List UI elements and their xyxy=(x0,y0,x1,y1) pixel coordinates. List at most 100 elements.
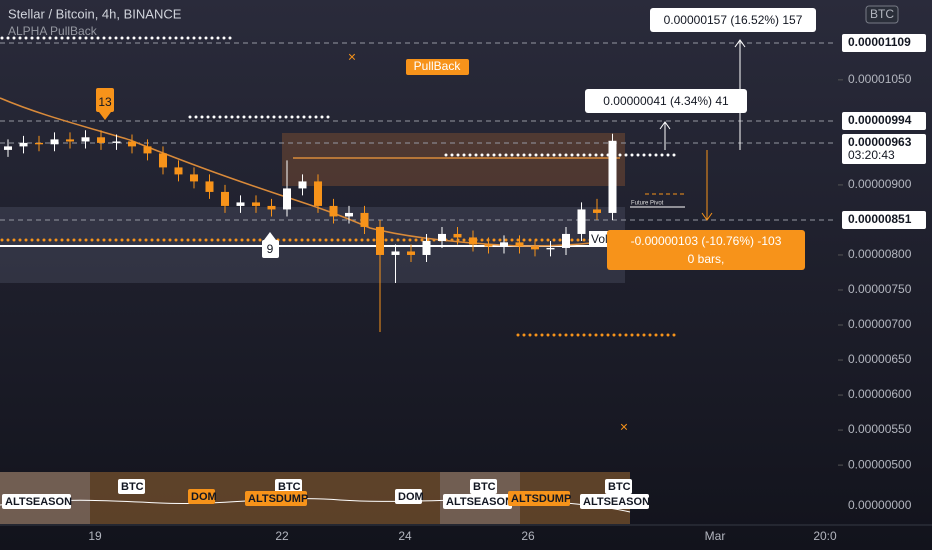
candle-body xyxy=(438,233,446,241)
candle-body xyxy=(143,146,152,154)
time-axis: 19 22 24 26 Mar 20:0 xyxy=(88,529,837,543)
price-marker-box xyxy=(842,211,926,229)
indicator-label: ALTSEASON xyxy=(5,496,72,508)
indicator-label: BTC xyxy=(121,481,144,493)
pullback-badge xyxy=(406,59,469,75)
indicator-label: ALTSEASON xyxy=(583,496,650,508)
indicator-label: ALTSEASON xyxy=(446,496,513,508)
candle-body xyxy=(515,242,524,247)
candle-body xyxy=(112,141,121,143)
candle-body xyxy=(593,209,601,213)
pullback-text: PullBack xyxy=(414,59,462,73)
candle-body xyxy=(283,188,291,210)
candle-body xyxy=(469,237,477,245)
indicator-label: BTC xyxy=(278,481,301,493)
dotted-levels xyxy=(0,36,682,337)
candle-body xyxy=(376,226,384,255)
measure-text: 0.00000041 (4.34%) 41 xyxy=(603,94,729,108)
candle-body xyxy=(50,139,59,145)
currency-badge[interactable] xyxy=(865,5,899,24)
candle-body xyxy=(546,247,555,250)
y-tick-label: 0.00000900 xyxy=(848,177,912,191)
candle-body xyxy=(484,244,493,247)
indicator-badge xyxy=(275,479,302,494)
price-marker-box xyxy=(842,112,926,130)
indicator-badge xyxy=(580,494,649,509)
indicator-badge xyxy=(188,489,215,504)
y-tick-label: 0.00001050 xyxy=(848,72,912,86)
count-arrow xyxy=(264,232,276,240)
candle-body xyxy=(360,212,369,227)
count-badge xyxy=(262,240,279,258)
price-marker-label: 0.00000851 xyxy=(848,212,912,226)
indicator-axis-label: 0.00000000 xyxy=(848,498,912,512)
candle-body xyxy=(205,181,214,192)
currency-text: BTC xyxy=(870,7,894,21)
measure-text: 0.00000157 (16.52%) 157 xyxy=(664,13,803,27)
candle-body xyxy=(577,209,586,234)
candle-body xyxy=(267,205,276,210)
zone-box xyxy=(282,133,625,186)
count-arrow xyxy=(99,112,111,120)
pivot-text: Future Pivot xyxy=(631,201,664,207)
candle-body xyxy=(19,142,28,147)
candle-body xyxy=(500,242,508,247)
count-badge xyxy=(96,88,114,112)
candle-body xyxy=(329,205,338,217)
indicator-badge xyxy=(443,494,512,509)
y-tick-label: 0.00000750 xyxy=(848,282,912,296)
indicator-badge xyxy=(118,479,145,494)
candle-body xyxy=(562,233,570,248)
indicator-badge xyxy=(605,479,632,494)
price-marker-label: 0.00001109 xyxy=(848,35,911,49)
price-marker-label: 0.00000994 xyxy=(848,113,912,127)
y-tick-label: 0.00000600 xyxy=(848,387,912,401)
vol-text: Vol xyxy=(591,232,608,246)
candle-body xyxy=(345,212,353,217)
measure-box xyxy=(650,8,816,32)
price-marker-box xyxy=(842,34,926,52)
indicator-label: DOM xyxy=(191,491,217,503)
count-text: 9 xyxy=(267,242,274,256)
candle-body xyxy=(314,181,322,206)
y-tick-label: 0.00000500 xyxy=(848,457,912,471)
measure-arrow-down xyxy=(701,150,713,221)
candle-body xyxy=(97,137,105,143)
time-label: 26 xyxy=(521,529,535,543)
time-label: 22 xyxy=(275,529,289,543)
indicator-label: ALTSDUMP xyxy=(248,493,308,505)
indicator-name: ALPHA PullBack xyxy=(8,24,98,38)
moving-average xyxy=(0,97,626,247)
measure-box xyxy=(585,89,747,113)
candle-body xyxy=(298,181,307,189)
candle-body xyxy=(174,167,183,175)
price-axis: 0.00000500 0.00000550 0.00000600 0.00000650… xyxy=(838,34,926,471)
indicator-label: ALTSDUMP xyxy=(511,493,571,505)
time-label: Mar xyxy=(705,529,726,543)
countdown: 03:20:43 xyxy=(848,148,895,162)
candle-body xyxy=(4,146,12,150)
candle-body xyxy=(81,137,90,142)
time-label: 24 xyxy=(398,529,412,543)
candle-body xyxy=(190,174,198,182)
indicator-badge xyxy=(2,494,71,509)
candles xyxy=(4,130,617,333)
y-tick-label: 0.00000700 xyxy=(848,317,912,331)
candle-body xyxy=(391,251,400,255)
time-label: 19 xyxy=(88,529,102,543)
indicator-badge xyxy=(245,491,307,506)
candle-body xyxy=(128,141,136,147)
candle-body xyxy=(221,191,229,206)
candle-body xyxy=(236,202,245,206)
candle-body xyxy=(407,251,415,255)
indicator-label: DOM xyxy=(398,491,424,503)
candle-body xyxy=(35,142,43,145)
candle-body xyxy=(608,140,617,213)
price-marker-box xyxy=(842,134,926,164)
candle-body xyxy=(252,202,260,206)
measure-text: -0.00000103 (-10.76%) -103 xyxy=(631,234,782,248)
y-tick-label: 0.00000800 xyxy=(848,247,912,261)
